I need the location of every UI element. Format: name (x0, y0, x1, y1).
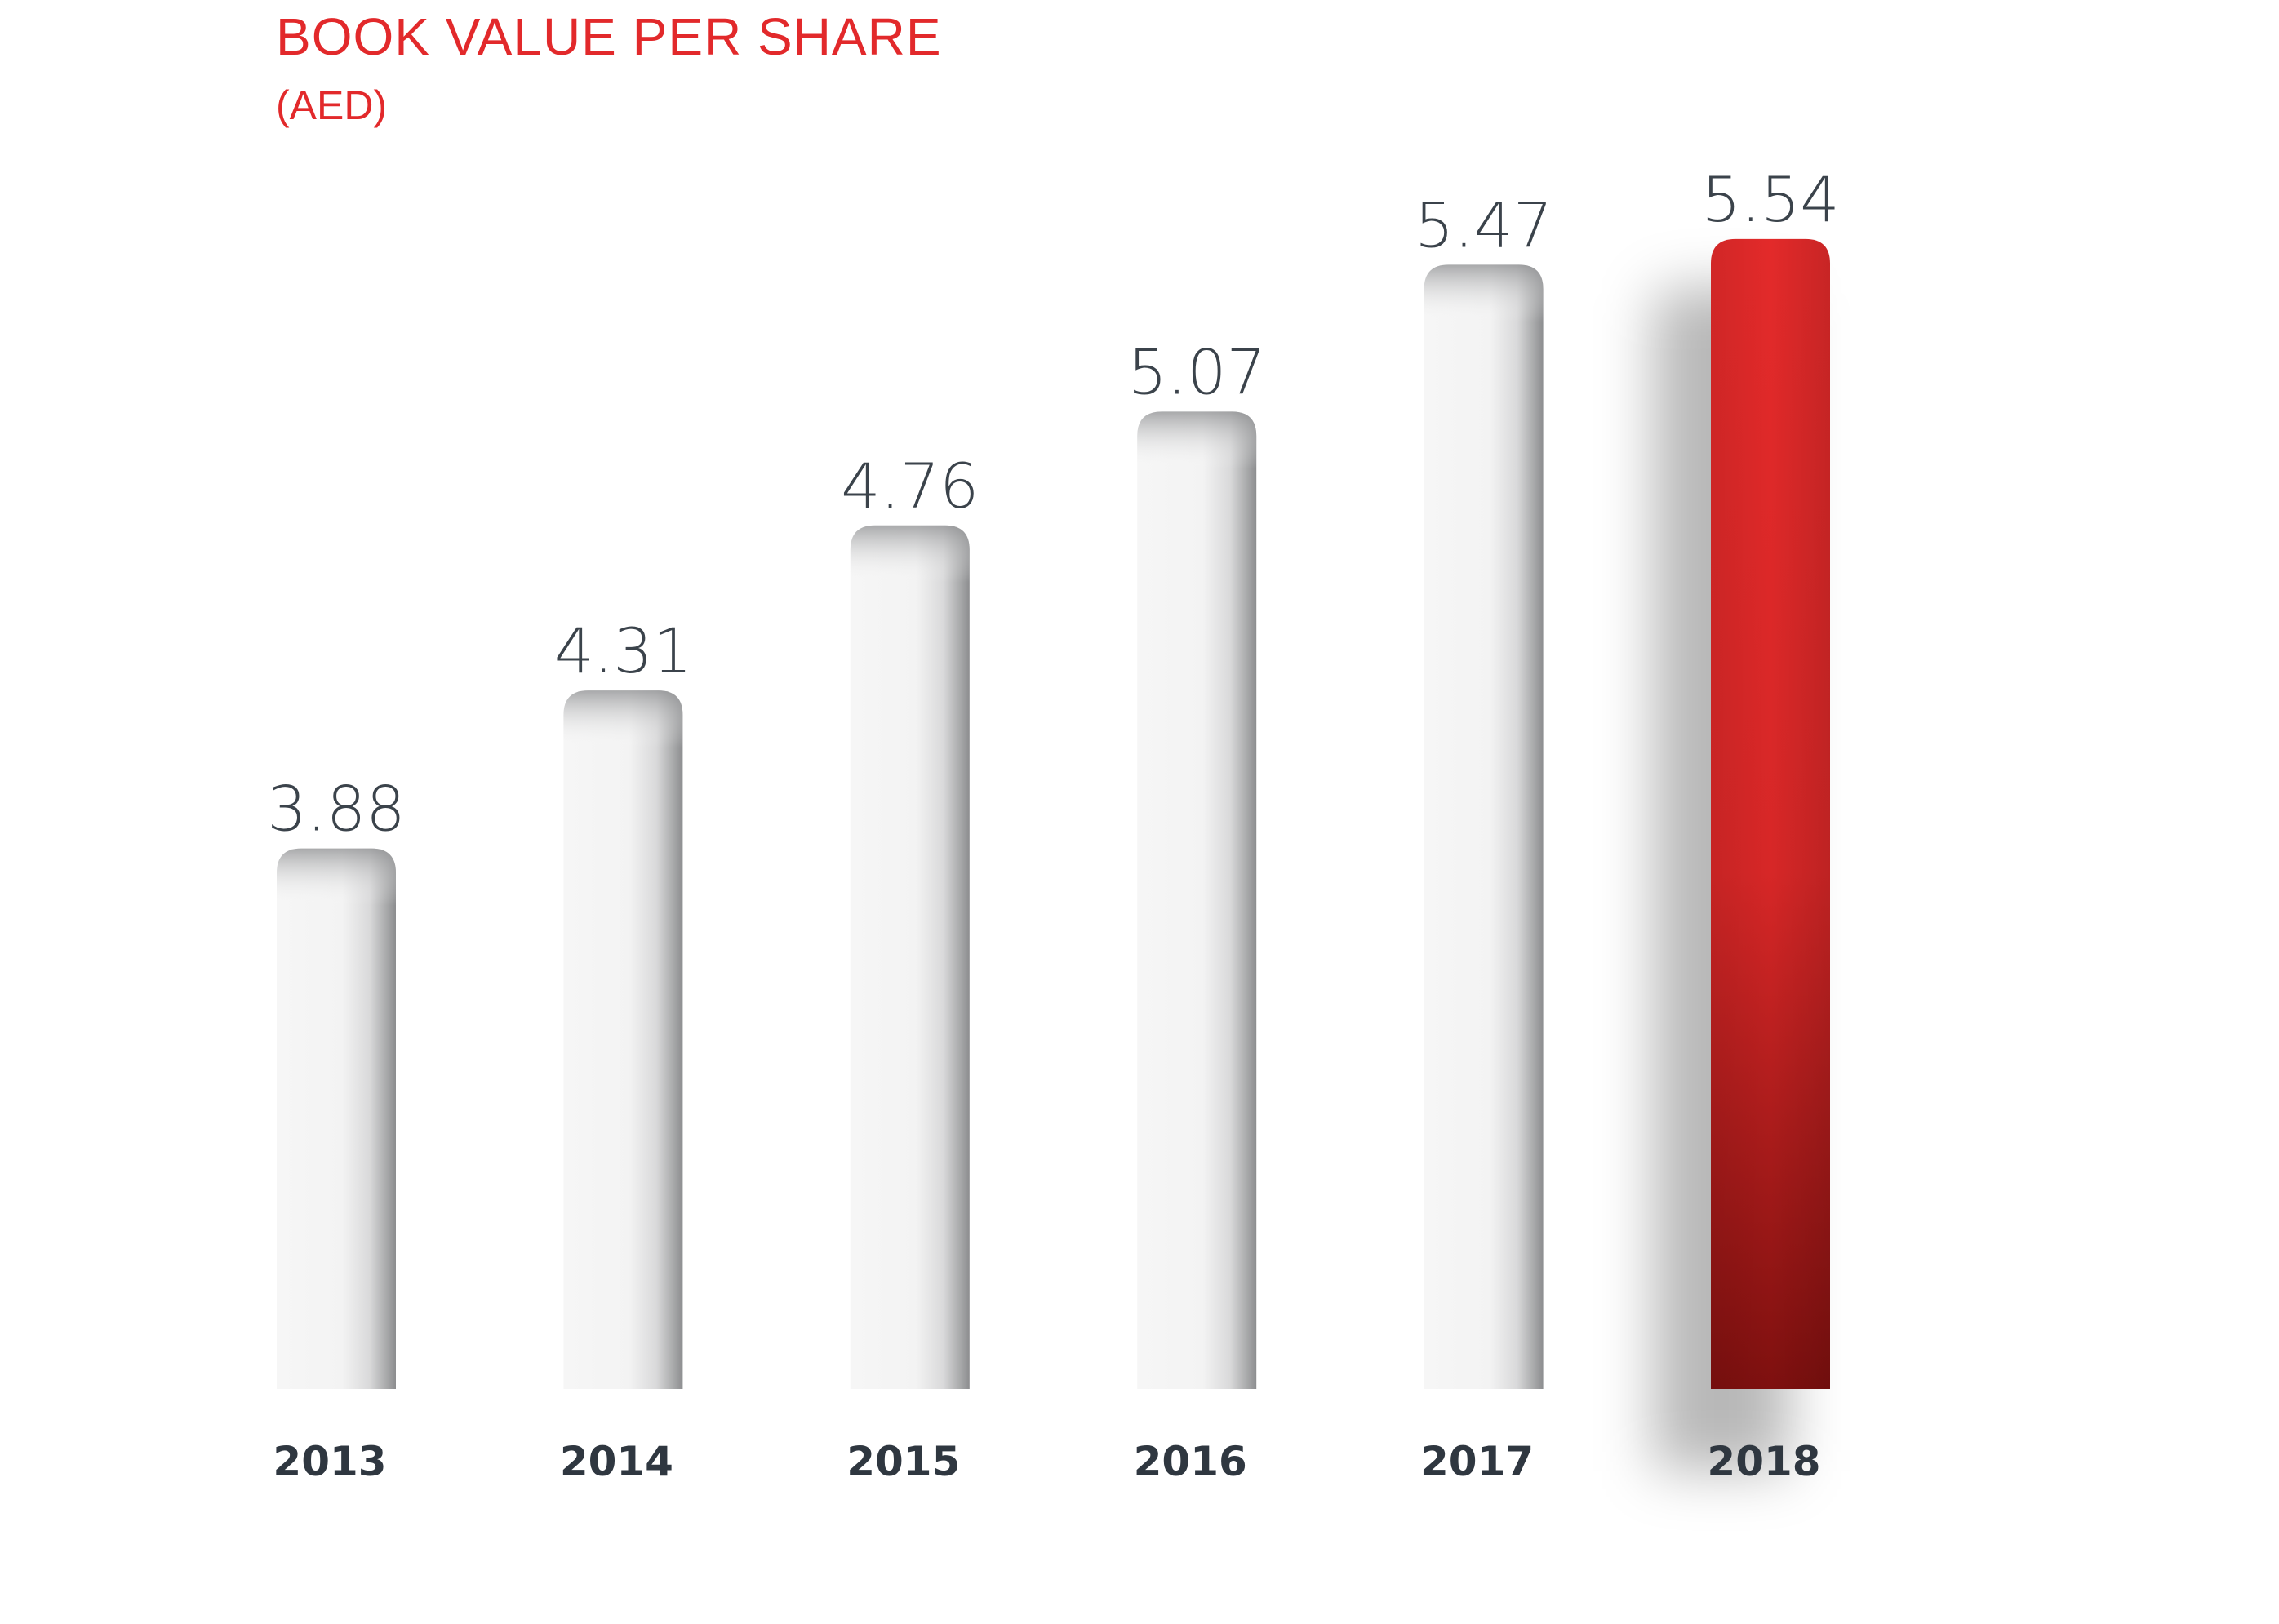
chart-subtitle: (AED) (276, 82, 388, 128)
value-label: 5.54 (1701, 163, 1839, 236)
value-label: 3.88 (267, 773, 405, 845)
value-label: 4.76 (841, 450, 979, 522)
category-label: 2015 (846, 1438, 960, 1485)
bar-top-shade (1137, 411, 1257, 469)
value-label: 4.31 (554, 615, 692, 687)
bar-top-shade (850, 525, 970, 583)
bar-group: 4.76 2015 (841, 450, 979, 1485)
bar-group: 5.47 2017 (1415, 189, 1553, 1485)
bar (1424, 264, 1544, 1389)
bar-group: 5.54 2018 (1654, 163, 1840, 1485)
bar-group: 3.88 2013 (267, 773, 405, 1485)
bar-group: 4.31 2014 (554, 615, 692, 1485)
bar-top-shade (277, 848, 396, 906)
bar (277, 848, 396, 1389)
category-label: 2014 (560, 1438, 673, 1485)
bar (563, 690, 683, 1389)
category-label: 2013 (273, 1438, 386, 1485)
bar (850, 525, 970, 1390)
category-label: 2017 (1420, 1438, 1534, 1485)
bar-highlight-shade (1711, 238, 1830, 1390)
value-label: 5.07 (1128, 335, 1266, 408)
bar (1137, 411, 1257, 1390)
bar-group: 5.07 2016 (1128, 335, 1266, 1485)
category-label: 2018 (1707, 1438, 1820, 1485)
chart-title: BOOK VALUE PER SHARE (276, 7, 942, 66)
bar-top-shade (1424, 264, 1544, 322)
value-label: 5.47 (1415, 189, 1553, 261)
category-label: 2016 (1134, 1438, 1247, 1485)
bar-top-shade (563, 690, 683, 748)
